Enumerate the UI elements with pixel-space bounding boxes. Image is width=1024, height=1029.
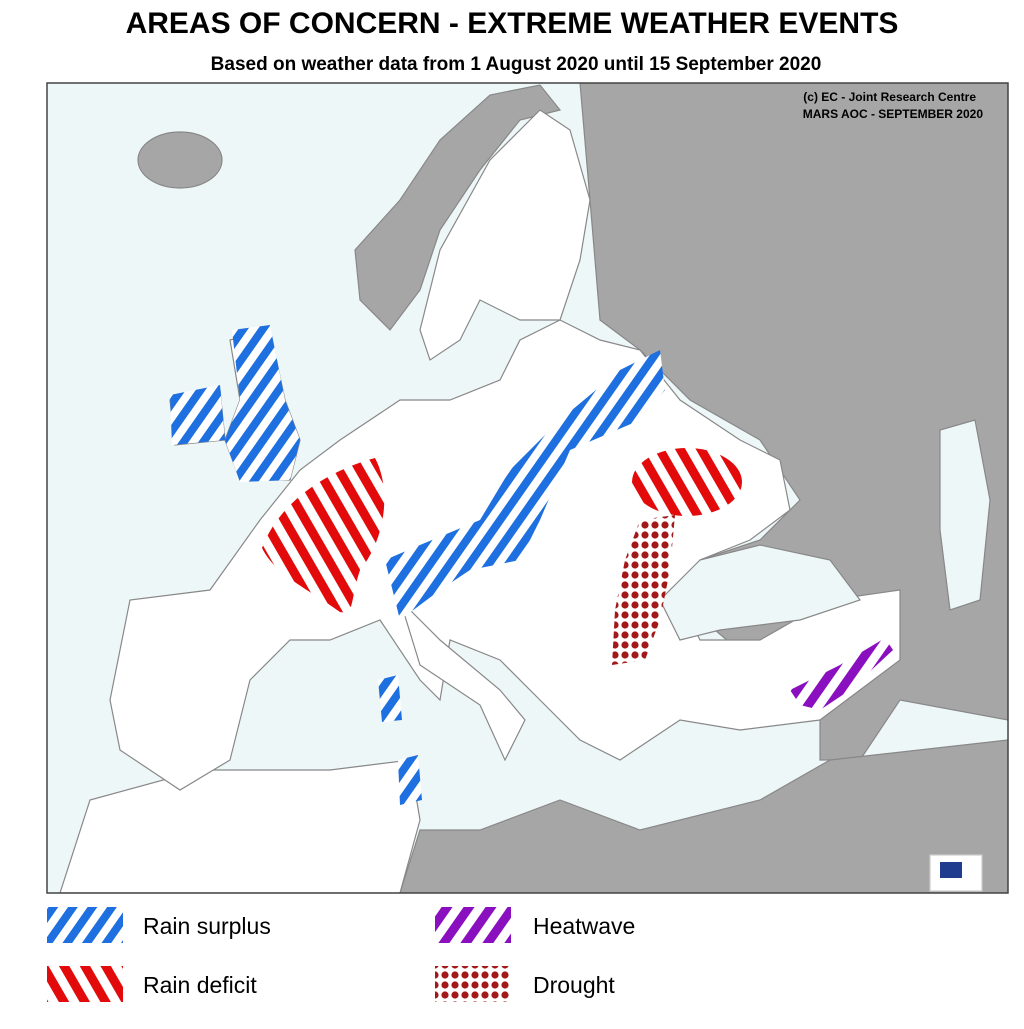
credit: (c) EC - Joint Research Centre <box>803 90 976 104</box>
legend-label: Rain surplus <box>143 913 271 939</box>
subtitle: Based on weather data from 1 August 2020… <box>211 54 822 75</box>
map: (c) EC - Joint Research Centre MARS AOC … <box>47 83 1008 893</box>
legend: Rain surplus Heatwave Rain deficit Droug… <box>47 907 635 1002</box>
swatch <box>435 966 511 1002</box>
swatch <box>47 966 123 1002</box>
map-frame <box>46 82 1009 894</box>
legend-label: Rain deficit <box>143 972 257 998</box>
legend-label: Heatwave <box>533 913 635 939</box>
swatch <box>435 907 511 943</box>
title: AREAS OF CONCERN - EXTREME WEATHER EVENT… <box>126 7 899 40</box>
swatch <box>47 907 123 943</box>
credit: MARS AOC - SEPTEMBER 2020 <box>803 107 984 121</box>
legend-label: Drought <box>533 972 615 998</box>
